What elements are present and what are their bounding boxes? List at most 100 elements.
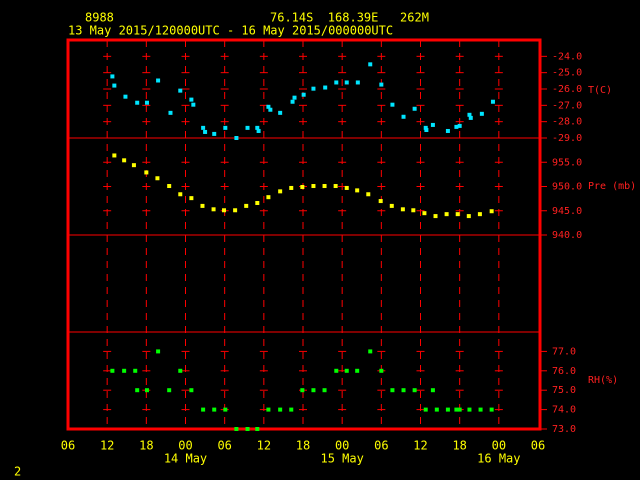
data-point xyxy=(344,185,349,190)
data-point xyxy=(201,407,206,412)
data-point xyxy=(144,100,149,105)
data-point xyxy=(112,153,117,158)
x-tick-label: 18 xyxy=(296,439,310,453)
data-point xyxy=(178,88,183,93)
data-point xyxy=(223,407,228,412)
data-point xyxy=(479,111,484,116)
data-point xyxy=(131,163,136,168)
data-point xyxy=(368,62,373,67)
y-tick-label: 950.0 xyxy=(552,182,582,193)
data-point xyxy=(234,427,239,431)
data-point xyxy=(255,427,260,431)
data-point xyxy=(430,122,435,127)
data-point xyxy=(234,136,239,140)
data-point xyxy=(477,212,482,217)
data-point xyxy=(200,203,205,208)
data-point xyxy=(430,388,435,393)
data-point xyxy=(122,158,127,163)
data-point xyxy=(455,212,460,217)
data-point xyxy=(155,176,160,181)
data-point xyxy=(289,407,294,412)
data-point xyxy=(268,107,273,112)
y-tick-label: 74.0 xyxy=(552,405,576,416)
data-point xyxy=(168,110,173,115)
station-id: 8988 xyxy=(85,11,114,25)
data-point xyxy=(355,368,360,373)
data-point xyxy=(444,212,449,217)
data-point xyxy=(422,211,427,216)
data-point xyxy=(123,94,128,99)
data-point xyxy=(311,86,316,91)
data-point xyxy=(222,208,227,213)
x-tick-label: 06 xyxy=(374,439,388,453)
data-point xyxy=(189,97,194,102)
data-point xyxy=(133,368,138,373)
data-point xyxy=(424,127,429,132)
data-point xyxy=(368,349,373,354)
period: 13 May 2015/120000UTC - 16 May 2015/0000… xyxy=(68,24,393,38)
y-tick-label: 75.0 xyxy=(552,385,576,396)
data-point xyxy=(478,407,483,412)
data-point xyxy=(189,196,194,201)
data-point xyxy=(322,388,327,393)
data-point xyxy=(366,192,371,197)
data-point xyxy=(423,125,428,130)
data-point xyxy=(144,170,149,175)
y-tick-label: 955.0 xyxy=(552,157,582,168)
data-point xyxy=(390,388,395,393)
data-point xyxy=(467,112,472,117)
x-tick-label: 12 xyxy=(413,439,427,453)
x-tick-label: 06 xyxy=(531,439,545,453)
data-point xyxy=(167,388,172,393)
data-point xyxy=(311,184,316,189)
data-point xyxy=(266,104,271,109)
data-point xyxy=(333,184,338,189)
data-point xyxy=(344,80,349,85)
series-label: RH(%) xyxy=(588,375,618,386)
date-label: 16 May xyxy=(477,452,520,466)
data-point xyxy=(278,407,283,412)
data-point xyxy=(311,388,316,393)
series-label: Pre (mb) xyxy=(588,181,636,192)
data-point xyxy=(355,80,360,85)
grid xyxy=(103,40,503,430)
y-tick-label: -24.0 xyxy=(552,51,582,62)
data-point xyxy=(223,125,228,130)
data-point xyxy=(300,184,305,189)
data-point xyxy=(434,407,439,412)
x-tick-label: 18 xyxy=(452,439,466,453)
data-point xyxy=(245,125,250,130)
x-tick-label: 06 xyxy=(61,439,75,453)
data-point xyxy=(355,188,360,193)
data-point xyxy=(301,92,306,97)
x-tick-label: 00 xyxy=(178,439,192,453)
data-point xyxy=(245,427,250,431)
data-point xyxy=(300,388,305,393)
data-point xyxy=(255,200,260,205)
x-tick-label: 06 xyxy=(217,439,231,453)
data-point xyxy=(122,368,127,373)
y-tick-label: 945.0 xyxy=(552,206,582,217)
data-point xyxy=(135,388,140,393)
y-tick-label: 940.0 xyxy=(552,230,582,241)
data-point xyxy=(412,106,417,111)
data-point xyxy=(445,128,450,133)
data-point xyxy=(233,208,238,213)
data-point xyxy=(278,110,283,115)
y-tick-label: -25.0 xyxy=(552,68,582,79)
date-label: 14 May xyxy=(164,452,207,466)
x-tick-label: 00 xyxy=(492,439,506,453)
data-point xyxy=(322,184,327,189)
data-point xyxy=(401,114,406,119)
series-label: T(C) xyxy=(588,85,612,96)
data-point xyxy=(334,368,339,373)
data-point xyxy=(203,129,208,134)
data-point xyxy=(466,214,471,219)
y-tick-label: 73.0 xyxy=(552,424,576,435)
data-point xyxy=(278,189,283,194)
data-point xyxy=(211,207,216,212)
data-point xyxy=(156,78,161,83)
data-point xyxy=(445,407,450,412)
y-tick-label: 76.0 xyxy=(552,366,576,377)
